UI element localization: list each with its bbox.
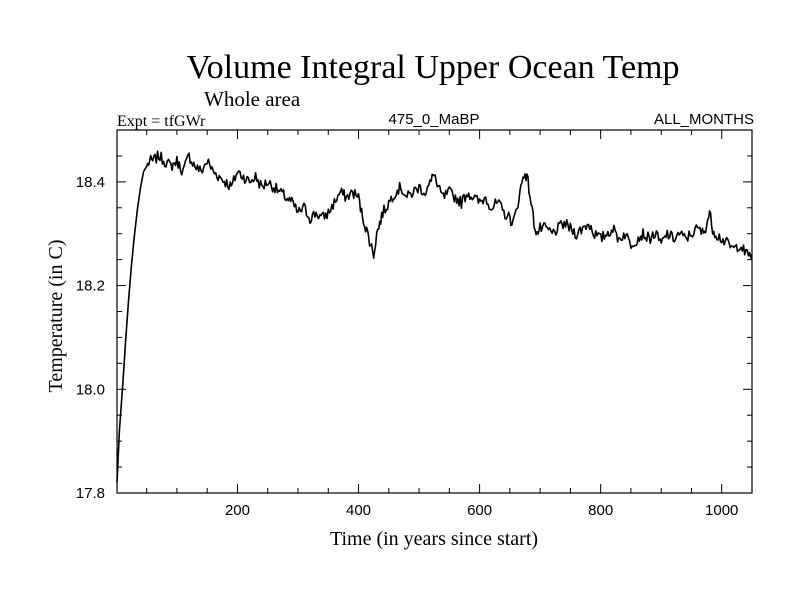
y-tick-label: 18.4 [76, 174, 105, 191]
y-tick-label: 18.2 [76, 278, 105, 295]
x-tick-label: 200 [225, 502, 250, 519]
plot-frame [116, 129, 753, 494]
x-axis-label: Time (in years since start) [330, 528, 538, 550]
x-tick-label: 400 [346, 502, 371, 519]
y-axis-label: Temperature (in C) [45, 240, 67, 393]
plot-area: 200 400 600 800 1000 17.8 18.0 18.2 18.4 [76, 129, 753, 519]
period-label: 475_0_MaBP [389, 111, 480, 128]
y-tick-label: 17.8 [76, 485, 105, 502]
months-label: ALL_MONTHS [654, 111, 754, 128]
x-tick-label: 600 [467, 502, 492, 519]
experiment-label: Expt = tfGWr [117, 113, 206, 130]
x-tick-label: 800 [588, 502, 613, 519]
x-tick-label: 1000 [705, 502, 738, 519]
chart-title: Volume Integral Upper Ocean Temp [187, 49, 680, 86]
chart-subtitle: Whole area [204, 87, 301, 111]
temperature-series-line [116, 150, 753, 483]
y-tick-label: 18.0 [76, 381, 105, 398]
